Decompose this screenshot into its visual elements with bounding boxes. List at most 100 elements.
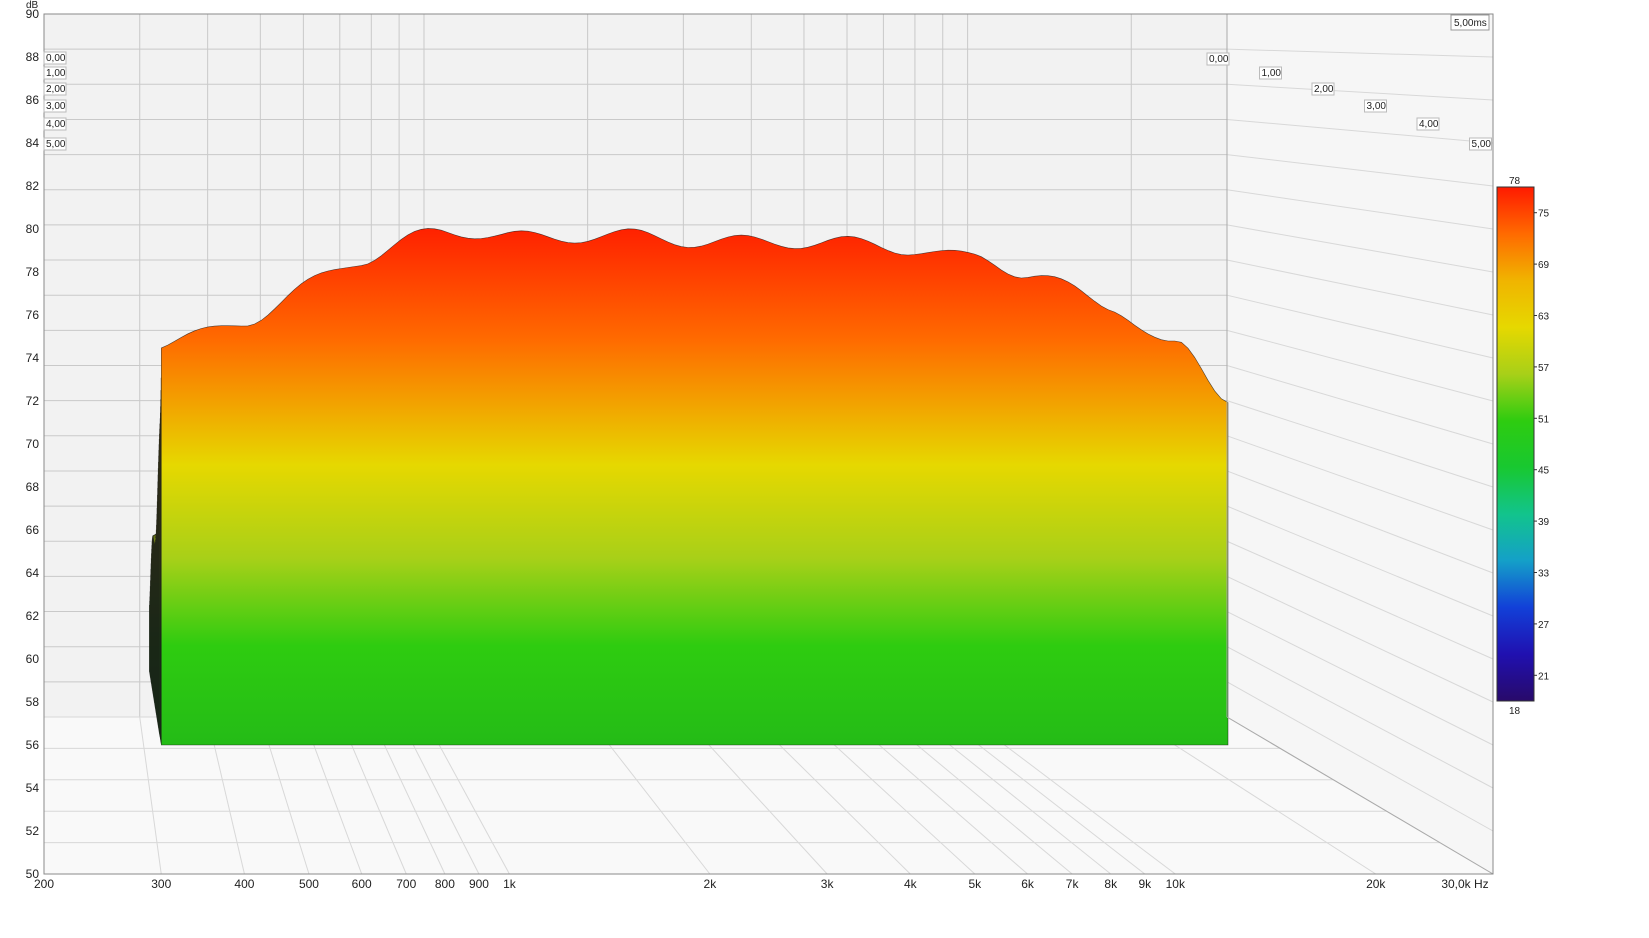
- time-axis-labels: 0,00 1,00 2,00 3,00 4,00 5,00 0,00 1,00 2,00 3,00…: [43, 51, 1492, 151]
- x-tick-label: 300: [151, 877, 171, 891]
- time-label-text: 1,00: [46, 68, 66, 79]
- time-label-right: 5,00: [1469, 137, 1492, 151]
- x-tick-label: 8k: [1104, 877, 1118, 891]
- x-tick-label: 20k: [1366, 877, 1386, 891]
- time-label-left: 3,00: [43, 99, 67, 113]
- y-tick-label: 52: [26, 824, 40, 838]
- y-tick-label: 82: [26, 179, 40, 193]
- y-tick-label: 78: [26, 265, 40, 279]
- x-tick-label: 7k: [1066, 877, 1080, 891]
- colorbar-label: 39: [1538, 517, 1550, 528]
- colorbar-label: 57: [1538, 363, 1550, 374]
- y-tick-label: 90: [26, 7, 40, 21]
- time-label-left: 1,00: [43, 66, 67, 80]
- grid-line-db-side: [1226, 505, 1494, 617]
- y-tick-label: 56: [26, 738, 40, 752]
- colorbar-label: 51: [1538, 414, 1550, 425]
- colorbar-fill: [1496, 186, 1535, 702]
- grid-line-freq-floor: [139, 716, 162, 875]
- plot-frame: [43, 13, 1494, 875]
- y-tick-label: 74: [26, 351, 40, 365]
- y-tick-label: 58: [26, 695, 40, 709]
- x-tick-label: 4k: [904, 877, 918, 891]
- grid-line-db-side: [1226, 83, 1494, 101]
- color-scale-legend: 78 75 69 63 57 51 45 39 33 27 21 18: [1496, 176, 1550, 717]
- y-tick-label: 54: [26, 781, 40, 795]
- time-label-right: 4,00: [1416, 117, 1440, 131]
- time-label-text: 5,00: [46, 139, 66, 150]
- y-tick-label: 72: [26, 394, 40, 408]
- x-tick-label: 800: [435, 877, 455, 891]
- colorbar-label: 78: [1509, 176, 1521, 187]
- x-tick-label: 10k: [1166, 877, 1186, 891]
- x-tick-label: 6k: [1021, 877, 1035, 891]
- x-axis-ticks: 200 300 400 500 600 700 800 900 1k 2k 3k 4k 5k 6k 7k 8k…: [34, 877, 1489, 891]
- time-label-text: 0,00: [1209, 54, 1229, 65]
- grid-line-db-side: [1226, 224, 1494, 273]
- y-tick-label: 68: [26, 480, 40, 494]
- x-tick-label: 3k: [821, 877, 835, 891]
- x-tick-label: 1k: [503, 877, 517, 891]
- time-label-text: 1,00: [1262, 68, 1282, 79]
- grid-line-db-side: [1226, 189, 1494, 230]
- time-label-left: 0,00: [43, 51, 67, 65]
- x-tick-label: 500: [299, 877, 319, 891]
- frame-border: [43, 13, 1494, 875]
- time-label-left: 4,00: [43, 117, 67, 131]
- waterfall-slices: [149, 228, 1229, 746]
- y-tick-label: 86: [26, 93, 40, 107]
- x-tick-label: 2k: [704, 877, 718, 891]
- y-tick-label: 70: [26, 437, 40, 451]
- grid-line-db-side: [1226, 646, 1494, 789]
- y-tick-label: 84: [26, 136, 40, 150]
- floor-plane: [44, 717, 1493, 874]
- grid-line-db-side: [1226, 470, 1494, 574]
- grid-line-db-side: [1226, 540, 1494, 660]
- waterfall-slice: [161, 228, 1229, 746]
- grid-line-db-side: [1226, 329, 1494, 402]
- colorbar-label: 75: [1538, 209, 1550, 220]
- time-label-text: 4,00: [1419, 119, 1439, 130]
- time-label-text: 2,00: [1314, 84, 1334, 95]
- time-label-text: 4,00: [46, 119, 66, 130]
- grid-line-db-side: [1226, 294, 1494, 359]
- y-tick-label: 76: [26, 308, 40, 322]
- grid-line-db-side: [1226, 259, 1494, 316]
- time-label-text: 0,00: [46, 53, 66, 64]
- y-tick-label: 88: [26, 50, 40, 64]
- grid-line-db-side: [1226, 154, 1494, 187]
- y-tick-label: 50: [26, 867, 40, 881]
- x-tick-label: 600: [352, 877, 372, 891]
- x-tick-label: 9k: [1138, 877, 1152, 891]
- colorbar-label: 45: [1538, 466, 1550, 477]
- grid-line-db-side: [1226, 400, 1494, 488]
- floor-edge: [1226, 716, 1494, 875]
- colorbar-label: 18: [1509, 706, 1521, 717]
- time-label-left: 5,00: [43, 137, 67, 151]
- time-label-text: 3,00: [46, 101, 66, 112]
- time-label-left: 2,00: [43, 82, 67, 96]
- colorbar-label: 63: [1538, 312, 1550, 323]
- grid-line-db-side: [1226, 681, 1494, 832]
- time-label-right: 1,00: [1259, 66, 1282, 80]
- x-tick-label: 400: [234, 877, 254, 891]
- grid-line-db-side: [1226, 365, 1494, 445]
- colorbar-label: 33: [1538, 569, 1550, 580]
- time-label-right: 3,00: [1364, 99, 1387, 113]
- time-label-text: 5,00: [1472, 139, 1492, 150]
- x-tick-label: 200: [34, 877, 54, 891]
- time-label-right: 2,00: [1311, 82, 1335, 96]
- grid-line-db-side: [1226, 611, 1494, 746]
- y-tick-label: 62: [26, 609, 40, 623]
- y-tick-label: 66: [26, 523, 40, 537]
- y-tick-label: 64: [26, 566, 40, 580]
- grid-line-db-side: [1226, 435, 1494, 531]
- y-axis-unit: dB: [26, 0, 39, 11]
- time-label-right: 0,00: [1206, 52, 1230, 66]
- time-end-badge: 5,00ms: [1450, 14, 1490, 31]
- y-axis-ticks: 50 52 54 56 58 60 62 64 66 68 70 72 74 76 78 80 82 84 86 88…: [26, 7, 40, 881]
- grid-line-db-side: [1226, 118, 1494, 144]
- colorbar-label: 21: [1538, 671, 1550, 682]
- y-tick-label: 60: [26, 652, 40, 666]
